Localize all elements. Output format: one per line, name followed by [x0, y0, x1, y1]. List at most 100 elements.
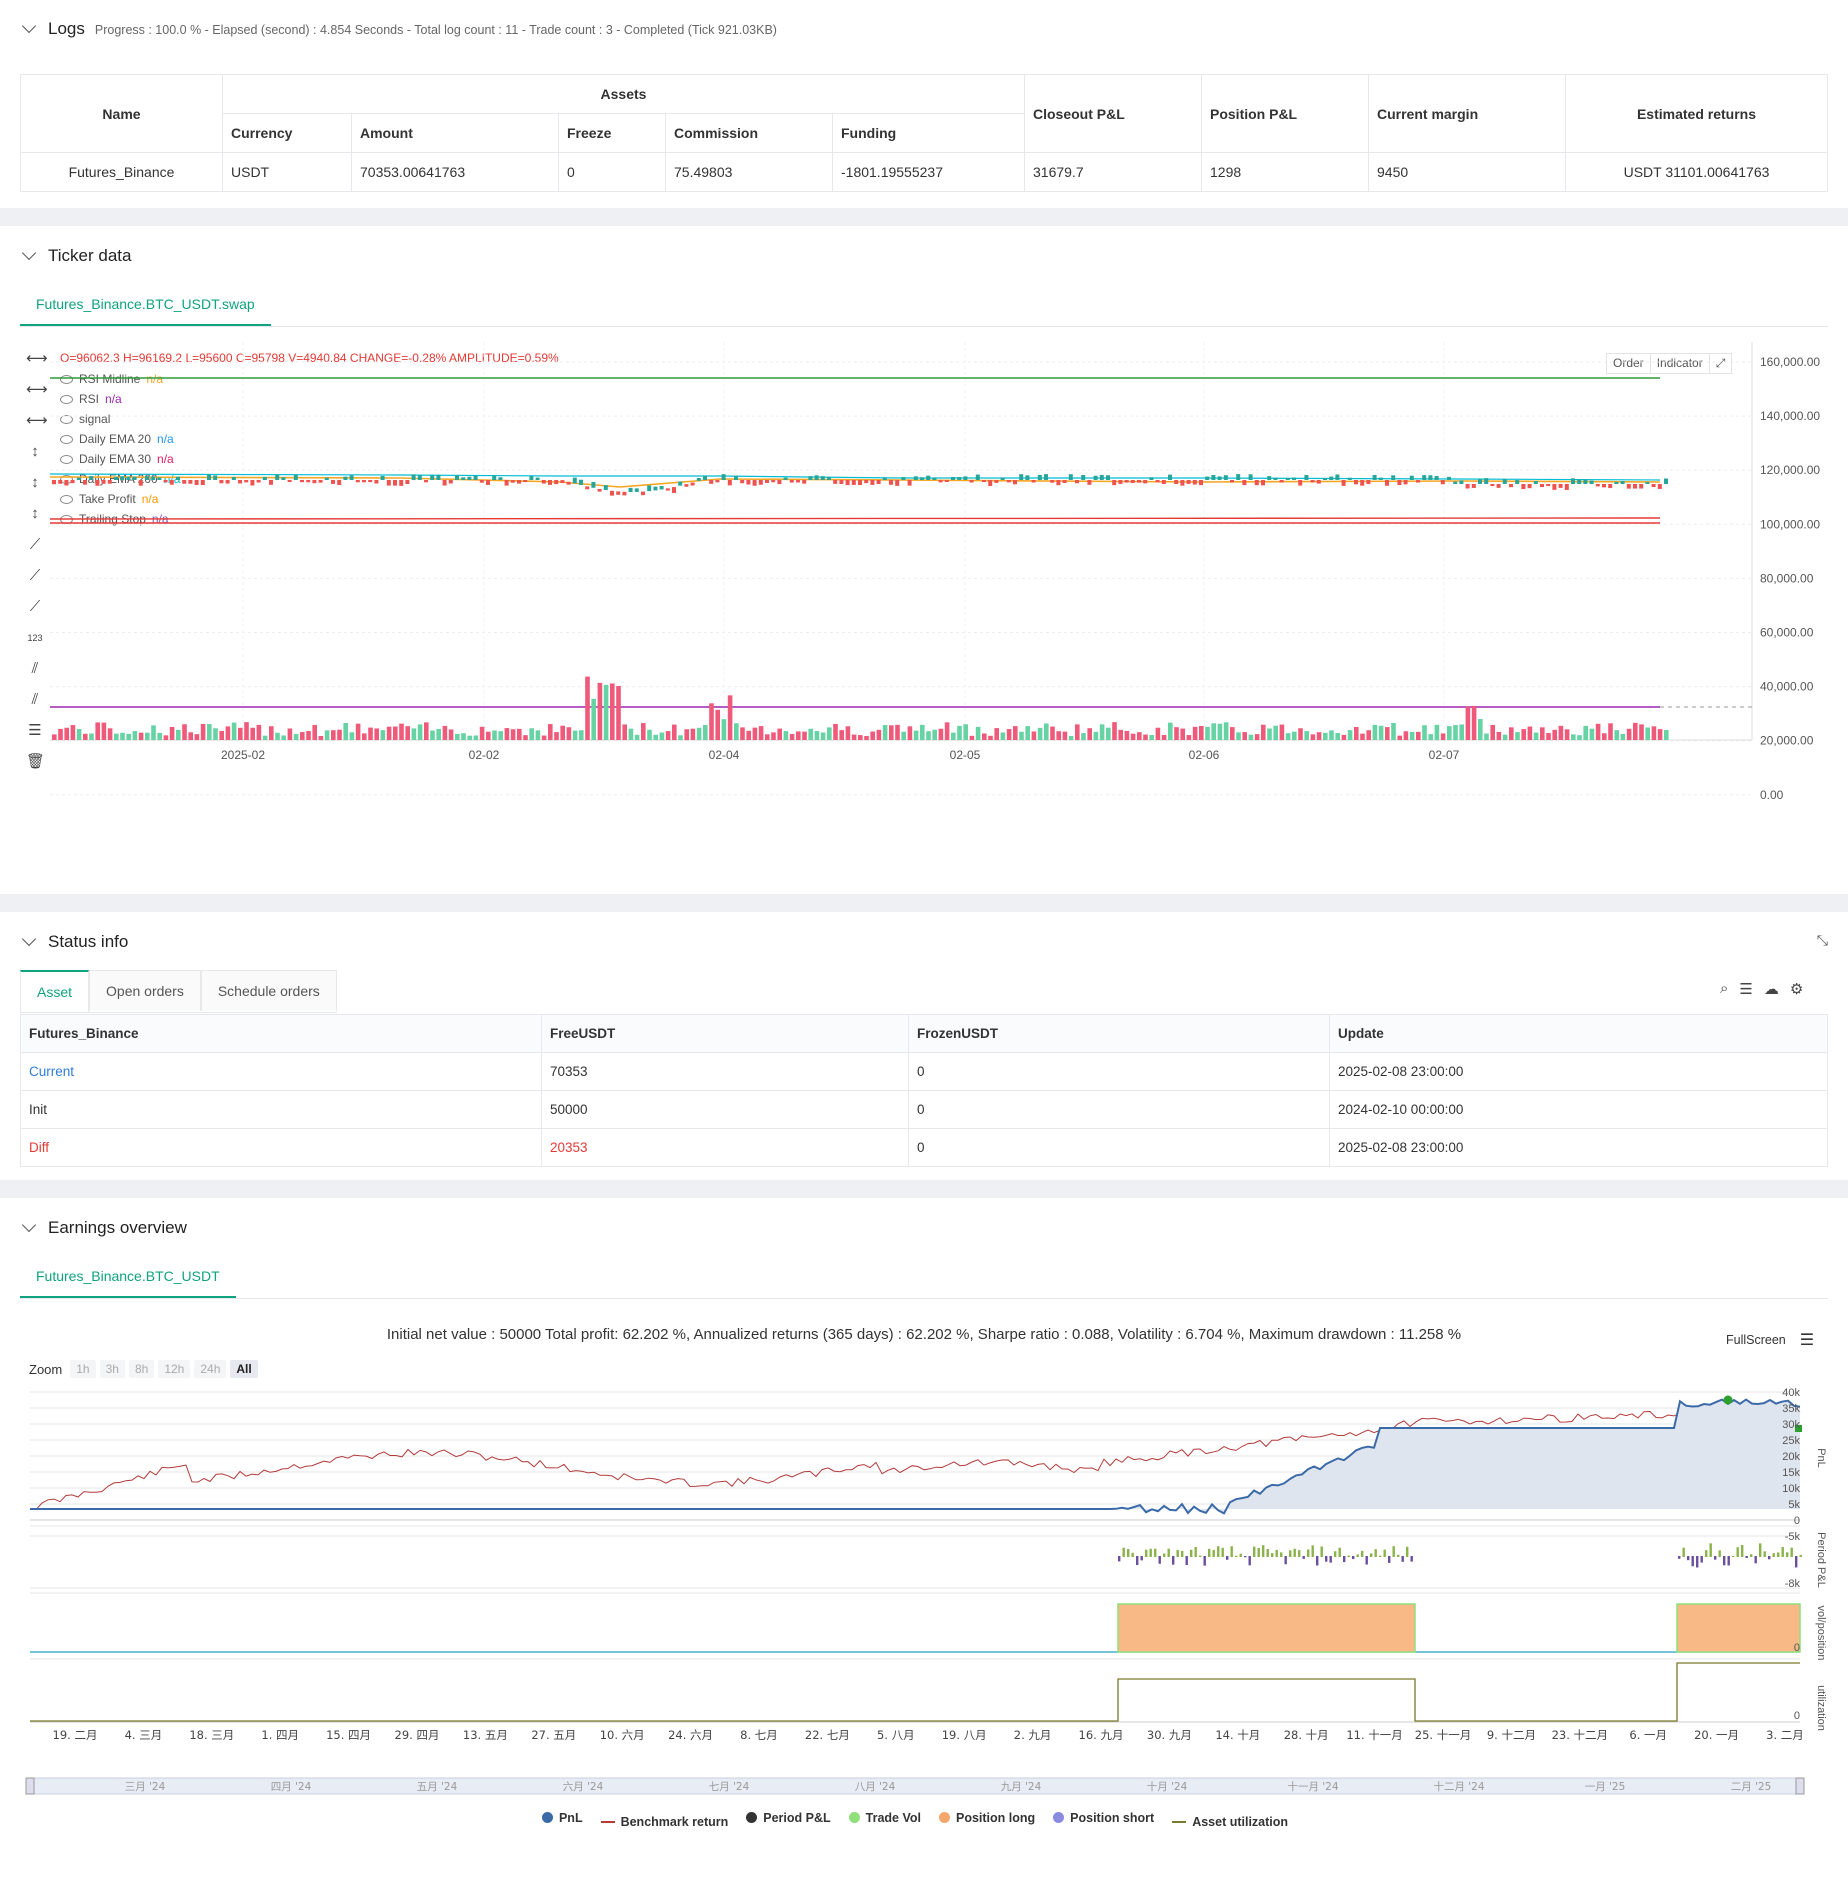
volume-bar: [380, 730, 386, 740]
earnings-chart[interactable]: 40k 35k 30k 25k 20k 15k 10k 5k 0 -5k PnL Period P&L…: [0, 1388, 1848, 1868]
volume-bar: [89, 733, 94, 740]
zoom-12h[interactable]: 12h: [158, 1360, 191, 1378]
tab-asset[interactable]: Asset: [20, 970, 90, 1012]
zoom-8h[interactable]: 8h: [128, 1360, 155, 1378]
pnl-tick-label: 5k: [1788, 1499, 1800, 1511]
volume-bar: [1502, 734, 1508, 740]
horizontal-ray-tool-icon[interactable]: ⟷: [26, 381, 48, 398]
trend-line-tool-icon[interactable]: ⟋: [29, 536, 41, 553]
legend-take-profit[interactable]: Take Profit n/a: [60, 492, 158, 506]
volume-bar: [312, 724, 317, 740]
eye-icon[interactable]: [60, 394, 73, 404]
ticker-title: Ticker data: [48, 246, 132, 265]
legend-rsi-midline[interactable]: RSI Midline n/a: [60, 372, 163, 386]
zoom-1h[interactable]: 1h: [70, 1360, 96, 1378]
tab-btc-swap[interactable]: Futures_Binance.BTC_USDT.swap: [20, 284, 271, 326]
tab-open-orders[interactable]: Open orders: [89, 970, 201, 1011]
chevron-down-icon[interactable]: [21, 18, 37, 34]
zoom-24h[interactable]: 24h: [194, 1360, 227, 1378]
candle: [1428, 475, 1433, 480]
legend-value: n/a: [157, 452, 174, 466]
volume-bar: [1372, 724, 1378, 740]
menu-icon[interactable]: ☰: [1739, 981, 1753, 998]
price-label-tool-icon[interactable]: 123: [27, 633, 43, 643]
trash-icon[interactable]: 🗑: [26, 753, 46, 770]
legend-pnl[interactable]: PnL: [541, 1811, 583, 1825]
cloud-download-icon[interactable]: ☁: [1763, 981, 1779, 998]
row-label-current[interactable]: Current: [20, 1052, 542, 1091]
candle: [1552, 484, 1557, 490]
x-tick-label: 02-06: [1189, 748, 1220, 762]
x-tick-label: 4. 三月: [125, 1728, 163, 1742]
vertical-segment-tool-icon[interactable]: ↕: [31, 505, 39, 522]
chevron-down-icon[interactable]: [21, 931, 37, 947]
zoom-all[interactable]: All: [230, 1360, 258, 1378]
status-header[interactable]: Status info: [20, 930, 128, 954]
ticker-header[interactable]: Ticker data: [20, 244, 131, 268]
legend-daily-ema-30[interactable]: Daily EMA 30 n/a: [60, 452, 174, 466]
legend-position-short[interactable]: Position short: [1053, 1811, 1154, 1825]
tab-btc-usdt[interactable]: Futures_Binance.BTC_USDT: [20, 1256, 236, 1298]
logs-header[interactable]: Logs Progress : 100.0 % - Elapsed (secon…: [20, 17, 777, 41]
indicator-button[interactable]: Indicator: [1650, 353, 1710, 374]
tab-schedule-orders[interactable]: Schedule orders: [200, 970, 337, 1011]
legend-position-long[interactable]: Position long: [938, 1811, 1035, 1825]
gear-icon[interactable]: ⚙: [1789, 981, 1804, 998]
vertical-line-tool-icon[interactable]: ↕: [31, 443, 39, 460]
fibonacci-tool-icon[interactable]: ☰: [28, 722, 42, 739]
x-tick-label: 19. 八月: [942, 1728, 987, 1742]
chevron-down-icon[interactable]: [21, 1217, 37, 1233]
horizontal-segment-tool-icon[interactable]: ⟷: [26, 412, 48, 429]
volume-bar: [1013, 726, 1018, 740]
candlestick-chart[interactable]: 160,000.00 140,000.00 120,000.00 100,000.00…: [0, 342, 1848, 822]
legend-signal[interactable]: signal: [60, 412, 116, 426]
price-channel-tool-icon[interactable]: ⫽: [31, 691, 39, 708]
eye-icon[interactable]: [60, 494, 73, 504]
order-button[interactable]: Order: [1606, 353, 1651, 374]
ray-line-tool-icon[interactable]: ⟋: [29, 567, 41, 584]
pnl-tick-label: -5k: [1785, 1531, 1801, 1543]
legend-rsi[interactable]: RSI n/a: [60, 392, 122, 406]
candle: [1211, 474, 1216, 480]
period-pnl-bar: [1181, 1550, 1184, 1557]
zoom-3h[interactable]: 3h: [99, 1360, 125, 1378]
cell-update: 2024-02-10 00:00:00: [1329, 1090, 1828, 1129]
fullscreen-button[interactable]: FullScreen ☰: [1726, 1330, 1814, 1350]
legend-label: RSI Midline: [79, 372, 141, 386]
eye-icon[interactable]: [60, 434, 73, 444]
candle: [963, 476, 968, 480]
period-pnl-bar: [1131, 1552, 1134, 1557]
legend-asset-utilization[interactable]: Asset utilization: [1172, 1815, 1288, 1829]
horizontal-line-tool-icon[interactable]: ⟷: [26, 350, 48, 367]
eye-icon[interactable]: [60, 454, 73, 464]
volume-bar: [504, 728, 510, 740]
candle: [120, 476, 125, 480]
volume-bar: [1403, 731, 1409, 740]
legend-period-p-l[interactable]: Period P&L: [746, 1811, 831, 1825]
legend-benchmark-return[interactable]: Benchmark return: [600, 1815, 728, 1829]
earnings-tabs: Futures_Binance.BTC_USDT: [20, 1256, 1828, 1299]
collapse-icon[interactable]: ⤡: [1816, 932, 1828, 948]
legend-daily-ema-20[interactable]: Daily EMA 20 n/a: [60, 432, 174, 446]
volume-bar: [858, 735, 863, 740]
candle: [1099, 474, 1104, 480]
vertical-ray-tool-icon[interactable]: ↕: [31, 474, 39, 491]
parallel-channel-tool-icon[interactable]: ⫽: [31, 660, 39, 677]
period-pnl-bar: [1397, 1554, 1400, 1557]
cell-margin: 9450: [1368, 152, 1566, 192]
earnings-header[interactable]: Earnings overview: [20, 1216, 187, 1240]
period-pnl-bar: [1235, 1555, 1238, 1557]
eye-icon[interactable]: [60, 374, 73, 384]
eye-icon[interactable]: [60, 414, 73, 424]
volume-bar: [603, 684, 609, 740]
menu-icon[interactable]: ☰: [1799, 1332, 1815, 1349]
expand-icon[interactable]: ⤢: [1709, 353, 1733, 374]
period-pnl-bar: [1248, 1556, 1251, 1566]
volume-bar: [300, 732, 305, 740]
volume-bar: [517, 728, 522, 740]
segment-tool-icon[interactable]: ⟋: [29, 598, 41, 615]
chevron-down-icon[interactable]: [21, 245, 37, 261]
x-tick-label: 30. 九月: [1147, 1728, 1192, 1742]
legend-trade-vol[interactable]: Trade Vol: [848, 1811, 921, 1825]
search-icon[interactable]: ⌕: [1720, 980, 1729, 997]
